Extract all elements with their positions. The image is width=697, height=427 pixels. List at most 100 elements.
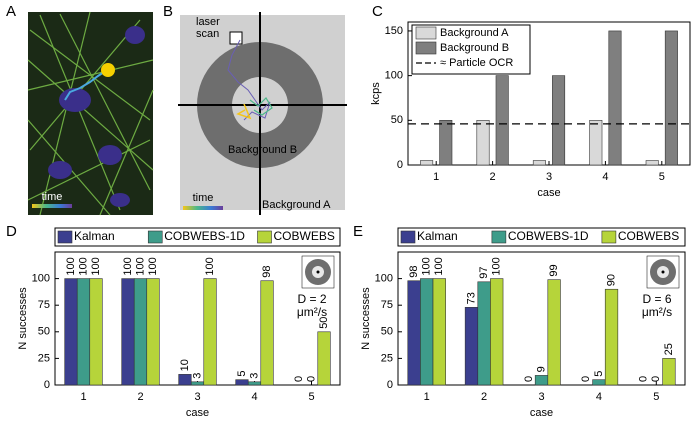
region-label: Background B bbox=[228, 144, 297, 156]
y-tick-label: 50 bbox=[38, 326, 50, 338]
laser-label: laser bbox=[196, 16, 220, 28]
y-axis-label: N successes bbox=[360, 287, 372, 350]
data-label: 0 bbox=[523, 376, 535, 382]
x-tick-label: 1 bbox=[424, 391, 430, 403]
x-tick-label: 3 bbox=[546, 171, 552, 183]
bar bbox=[247, 381, 262, 386]
legend-label: Background B bbox=[440, 42, 509, 54]
legend-swatch bbox=[57, 230, 73, 244]
y-tick-label: 50 bbox=[381, 326, 393, 338]
inset-icon bbox=[661, 270, 665, 274]
bar bbox=[490, 278, 504, 386]
bar bbox=[420, 160, 434, 166]
bar bbox=[532, 160, 546, 166]
y-tick-label: 25 bbox=[38, 352, 50, 364]
bar bbox=[146, 278, 160, 386]
data-label: 99 bbox=[548, 264, 560, 276]
x-tick-label: 1 bbox=[80, 391, 86, 403]
y-tick-label: 100 bbox=[375, 273, 393, 285]
y-axis-label: N successes bbox=[17, 287, 29, 350]
bar bbox=[589, 120, 603, 166]
legend-label: COBWEBS bbox=[618, 229, 679, 243]
x-tick-label: 2 bbox=[481, 391, 487, 403]
annotation: D = 2 bbox=[297, 292, 326, 306]
data-label: 5 bbox=[236, 371, 248, 377]
region-label: Background A bbox=[262, 199, 331, 211]
bar bbox=[133, 278, 148, 386]
panel-letter: D bbox=[6, 223, 17, 240]
bar bbox=[547, 279, 561, 386]
legend-label: ≈ Particle OCR bbox=[440, 57, 513, 69]
legend-swatch bbox=[257, 230, 272, 244]
y-tick-label: 150 bbox=[385, 25, 403, 37]
bar bbox=[317, 331, 331, 386]
bar bbox=[432, 278, 446, 386]
data-label: 0 bbox=[650, 376, 662, 382]
bar bbox=[608, 30, 622, 166]
data-label: 5 bbox=[593, 371, 605, 377]
annotation: μm²/s bbox=[642, 305, 672, 319]
data-label: 100 bbox=[122, 257, 134, 275]
x-tick-label: 3 bbox=[538, 391, 544, 403]
y-axis-label: kcps bbox=[370, 82, 382, 105]
y-tick-label: 75 bbox=[38, 299, 50, 311]
bar bbox=[260, 280, 274, 386]
bar bbox=[203, 278, 217, 386]
legend-swatch bbox=[415, 41, 437, 55]
legend-swatch bbox=[415, 26, 437, 40]
data-label: 0 bbox=[638, 376, 650, 382]
bar bbox=[121, 278, 135, 386]
legend-swatch bbox=[400, 230, 416, 244]
data-label: 3 bbox=[191, 373, 203, 379]
data-label: 100 bbox=[491, 257, 503, 275]
annotation: D = 6 bbox=[642, 292, 671, 306]
colorbar-label: time bbox=[193, 192, 214, 204]
data-label: 0 bbox=[293, 376, 305, 382]
panel-letter: E bbox=[353, 223, 363, 240]
data-label: 3 bbox=[248, 373, 260, 379]
data-label: 10 bbox=[179, 359, 191, 371]
legend-label: Kalman bbox=[74, 229, 115, 243]
legend-label: Background A bbox=[440, 27, 509, 39]
x-tick-label: 5 bbox=[653, 391, 659, 403]
bar bbox=[476, 120, 490, 166]
bar bbox=[552, 75, 566, 166]
legend-swatch bbox=[147, 230, 163, 244]
data-label: 98 bbox=[261, 265, 273, 277]
bar bbox=[604, 288, 619, 386]
bar bbox=[439, 120, 453, 166]
x-tick-label: 3 bbox=[194, 391, 200, 403]
bar bbox=[495, 75, 509, 166]
data-label: 100 bbox=[65, 257, 77, 275]
data-label: 0 bbox=[305, 376, 317, 382]
x-axis-label: case bbox=[537, 187, 560, 199]
data-label: 100 bbox=[147, 257, 159, 275]
data-label: 9 bbox=[535, 366, 547, 372]
y-tick-label: 0 bbox=[44, 379, 50, 391]
bar bbox=[190, 381, 205, 386]
legend-label: COBWEBS-1D bbox=[164, 229, 245, 243]
data-label: 100 bbox=[204, 257, 216, 275]
panel-letter: B bbox=[163, 3, 173, 20]
colorbar-label: time bbox=[42, 191, 63, 203]
x-tick-label: 4 bbox=[596, 391, 602, 403]
legend-label: Kalman bbox=[417, 229, 458, 243]
bar bbox=[420, 278, 434, 386]
bar bbox=[534, 375, 549, 386]
y-tick-label: 25 bbox=[381, 352, 393, 364]
bar bbox=[645, 160, 659, 166]
data-label: 98 bbox=[408, 265, 420, 277]
bar bbox=[64, 278, 78, 386]
legend-label: COBWEBS-1D bbox=[508, 229, 589, 243]
background-diagram: time laser scan Background B Background … bbox=[178, 12, 347, 215]
data-label: 0 bbox=[580, 376, 592, 382]
bar bbox=[662, 358, 676, 386]
x-axis-label: case bbox=[186, 407, 209, 419]
bar bbox=[664, 30, 678, 166]
data-label: 100 bbox=[421, 257, 433, 275]
y-tick-label: 75 bbox=[381, 299, 393, 311]
x-tick-label: 4 bbox=[251, 391, 257, 403]
legend-swatch bbox=[491, 230, 507, 244]
y-tick-label: 100 bbox=[32, 273, 50, 285]
